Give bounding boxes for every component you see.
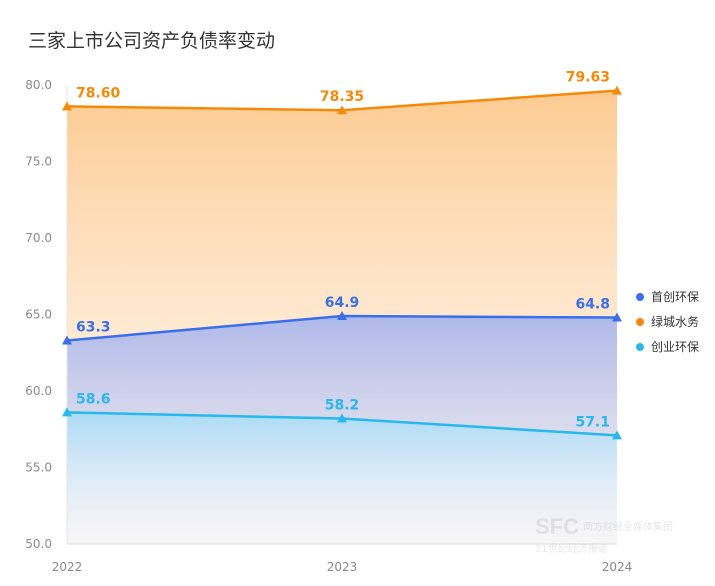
series-lines	[62, 85, 622, 440]
data-label: 58.6	[76, 391, 111, 407]
data-point-marker	[612, 85, 622, 95]
series-area	[67, 412, 617, 544]
chart-title: 三家上市公司资产负债率变动	[28, 30, 276, 52]
y-tick-label: 65.0	[25, 308, 52, 322]
legend-marker	[636, 343, 644, 351]
legend-marker	[636, 293, 644, 301]
data-point-marker	[612, 312, 622, 322]
data-point-marker	[62, 101, 72, 111]
data-label: 78.35	[320, 89, 364, 105]
y-tick-label: 55.0	[25, 461, 52, 475]
legend-item[interactable]: 创业环保	[636, 340, 699, 354]
data-label: 57.1	[575, 414, 610, 430]
data-point-marker	[612, 430, 622, 440]
data-label: 64.8	[575, 297, 610, 313]
legend-item[interactable]: 首创环保	[636, 290, 699, 304]
data-point-marker	[62, 407, 72, 417]
x-tick-label: 2022	[52, 560, 83, 574]
legend-item[interactable]: 绿城水务	[636, 314, 699, 329]
data-point-marker	[337, 311, 347, 321]
legend-label: 创业环保	[651, 340, 699, 354]
data-label: 58.2	[325, 398, 360, 414]
legend-label: 首创环保	[651, 290, 699, 304]
y-tick-label: 70.0	[25, 231, 52, 245]
data-label: 79.63	[566, 70, 610, 86]
x-axis: 2022 2023 2024	[52, 85, 633, 574]
data-label: 64.9	[325, 295, 360, 311]
y-tick-label: 75.0	[25, 155, 52, 169]
legend-marker	[636, 318, 644, 326]
y-axis: 50.0 55.0 60.0 65.0 70.0 75.0 80.0	[25, 78, 52, 551]
y-tick-label: 60.0	[25, 384, 52, 398]
data-point-marker	[337, 105, 347, 115]
legend-label: 绿城水务	[651, 314, 699, 329]
y-tick-label: 50.0	[25, 537, 52, 551]
x-tick-label: 2024	[602, 560, 633, 574]
data-point-marker	[337, 413, 347, 423]
sfc-watermark-logo: SFC 南方财经全媒体集团 21世纪经济报道	[535, 514, 673, 555]
svg-text:南方财经全媒体集团: 南方财经全媒体集团	[583, 520, 673, 533]
data-label: 63.3	[76, 320, 111, 336]
y-tick-label: 80.0	[25, 78, 52, 92]
x-tick-label: 2023	[327, 560, 358, 574]
data-point-marker	[62, 335, 72, 345]
svg-text:21世纪经济报道: 21世纪经济报道	[535, 542, 608, 555]
svg-text:SFC: SFC	[535, 514, 579, 539]
data-labels: 63.3 64.9 64.8 78.60 78.35 79.63 58.6 58.2 57.1	[76, 70, 610, 431]
data-label: 78.60	[76, 85, 121, 101]
